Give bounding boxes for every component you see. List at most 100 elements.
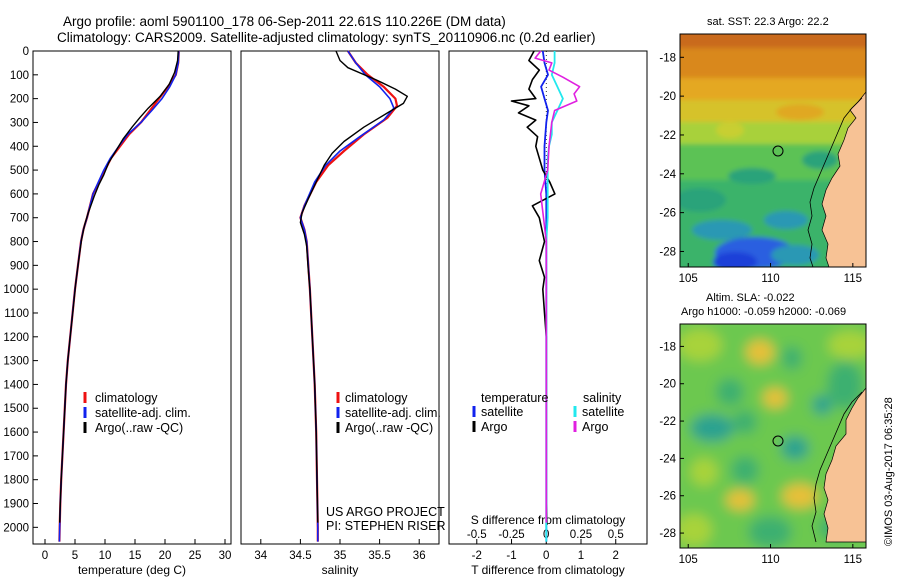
sla-map-y-tick-label: -28 <box>659 528 676 540</box>
depth-axis: 0 100 200 300 400 500 600 700 800 900 1000 1100 1200… <box>3 46 38 534</box>
sst-map-y-tick-label: -20 <box>659 91 676 103</box>
temperature-argo-line <box>59 50 179 523</box>
sla-map-title-2: Argo h1000: -0.059 h2000: -0.069 <box>681 306 846 318</box>
depth-tick-label: 1800 <box>3 475 29 487</box>
depth-tick-label: 1500 <box>3 403 29 415</box>
legend-label-satellite: satellite-adj. clim. <box>95 406 191 420</box>
temperature-x-tick-label: 10 <box>99 550 112 562</box>
temperature-panel-frame <box>32 50 232 545</box>
project-pi: PI: STEPHEN RISER <box>326 519 445 533</box>
salinity-x-tick-label: 34 <box>254 550 267 562</box>
legend-label-climatology: climatology <box>95 391 158 405</box>
difference-x-tick-label: -1 <box>506 550 516 562</box>
depth-tick-label: 900 <box>10 260 29 272</box>
sla-map-x-tick-label: 110 <box>761 554 779 566</box>
depth-tick-label: 1400 <box>3 379 29 391</box>
depth-tick-label: 1200 <box>3 332 29 344</box>
salinity-x-tick-label: 35 <box>334 550 347 562</box>
temperature-x-label: temperature (deg C) <box>78 563 186 577</box>
depth-tick-label: 700 <box>10 213 29 225</box>
legend-label-argo: Argo(..raw -QC) <box>95 421 183 435</box>
legend-title-temperature: temperature <box>481 391 548 405</box>
difference-panel-frame <box>448 50 648 545</box>
legend-label-temp-satellite: satellite <box>481 405 523 419</box>
sst-map-x-tick-label: 115 <box>844 273 862 285</box>
title-line-2: Climatology: CARS2009. Satellite-adjuste… <box>57 30 596 45</box>
legend-label-satellite: satellite-adj. clim. <box>345 406 441 420</box>
legend-label-sal-satellite: satellite <box>582 405 624 419</box>
legend-label-argo: Argo(..raw -QC) <box>345 421 433 435</box>
sla-map-x-tick-label: 105 <box>679 554 698 566</box>
sst-map <box>680 34 866 267</box>
sst-map-y-tick-label: -22 <box>659 130 676 142</box>
difference-panel: -2 -1 0 1 2-0.5 -0.25 0 0.25 0.5S difference fro… <box>467 50 626 577</box>
depth-tick-label: 1700 <box>3 451 29 463</box>
legend-label-sal-argo: Argo <box>582 420 608 434</box>
depth-tick-label: 200 <box>10 94 29 106</box>
depth-tick-label: 100 <box>10 70 29 82</box>
depth-tick-label: 1300 <box>3 356 29 368</box>
sla-land <box>823 387 866 543</box>
sla-map-y-tick-label: -22 <box>659 416 676 428</box>
salinity-difference-tick-label: 0.25 <box>570 529 592 541</box>
temperature-difference-label: T difference from climatology <box>471 563 625 577</box>
depth-tick-label: 0 <box>23 46 29 58</box>
salinity-difference-tick-label: -0.5 <box>467 529 487 541</box>
depth-tick-label: 400 <box>10 141 29 153</box>
salinity-x-tick-label: 34.5 <box>289 550 311 562</box>
sst-isobath <box>807 97 863 267</box>
salinity-x-tick-label: 35.5 <box>368 550 390 562</box>
legend-label-climatology: climatology <box>345 391 408 405</box>
depth-tick-label: 1100 <box>4 308 29 320</box>
sst-map-axes: 105 110 115 -18 -20 -22 -24 -26 -28 <box>659 52 862 285</box>
salinity-x-tick-label: 36 <box>413 550 426 562</box>
difference-x-tick-label: 0 <box>543 550 549 562</box>
sst-map-title: sat. SST: 22.3 Argo: 22.2 <box>707 16 829 28</box>
difference-x-tick-label: 1 <box>578 550 584 562</box>
sla-profile-marker <box>772 435 784 447</box>
salinity-legend: climatology satellite-adj. clim. Argo(..… <box>336 391 441 435</box>
temperature-x-tick-label: 30 <box>219 550 232 562</box>
salinity-panel: 34 34.5 35 35.5 36 salinity <box>254 50 426 577</box>
sla-map-title-1: Altim. SLA: -0.022 <box>706 292 795 304</box>
difference-x-tick-label: 2 <box>613 550 619 562</box>
temperature-x-tick-label: 15 <box>129 550 142 562</box>
sst-map-y-tick-label: -24 <box>659 169 676 181</box>
sla-map-y-tick-label: -24 <box>659 453 676 465</box>
sst-profile-marker <box>772 145 784 157</box>
depth-tick-label: 1000 <box>3 284 29 296</box>
temperature-x-tick-label: 0 <box>42 550 48 562</box>
sst-map-y-tick-label: -28 <box>659 246 676 258</box>
salinity-argo-line <box>299 50 408 523</box>
imos-stamp: ©IMOS 03-Aug-2017 06:35:28 <box>883 397 895 546</box>
sla-isobath <box>811 391 863 543</box>
salinity-argo-difference-line <box>534 50 581 523</box>
sst-map-y-tick-label: -18 <box>659 52 676 64</box>
salinity-difference-label: S difference from climatology <box>471 513 626 527</box>
sst-map-x-tick-label: 110 <box>761 273 779 285</box>
title-line-1: Argo profile: aoml 5901100_178 06-Sep-20… <box>63 14 506 29</box>
temperature-x-tick-label: 5 <box>72 550 78 562</box>
sst-map-x-tick-label: 105 <box>679 273 698 285</box>
difference-legend: temperature salinity satellite Argo sate… <box>472 391 624 434</box>
depth-tick-label: 2000 <box>3 522 29 534</box>
depth-tick-label: 1900 <box>3 499 29 511</box>
sst-land <box>821 91 866 267</box>
depth-tick-label: 1600 <box>3 427 29 439</box>
difference-x-tick-label: -2 <box>472 550 482 562</box>
sla-map-y-tick-label: -20 <box>659 379 676 391</box>
sla-map-x-tick-label: 115 <box>844 554 862 566</box>
depth-tick-label: 800 <box>10 237 29 249</box>
sla-map-y-tick-label: -26 <box>659 491 676 503</box>
depth-tick-label: 300 <box>10 117 29 129</box>
sla-map-y-tick-label: -18 <box>659 341 676 353</box>
legend-label-temp-argo: Argo <box>481 420 507 434</box>
salinity-difference-tick-label: 0.5 <box>608 529 624 541</box>
sst-map-y-tick-label: -26 <box>659 208 676 220</box>
temperature-x-tick-label: 25 <box>189 550 202 562</box>
temperature-panel: 0 5 10 15 20 25 30 temperature (deg C) <box>42 50 232 577</box>
project-name: US ARGO PROJECT <box>326 505 445 519</box>
sla-map-frame <box>679 323 867 549</box>
salinity-difference-tick-label: -0.25 <box>498 529 524 541</box>
